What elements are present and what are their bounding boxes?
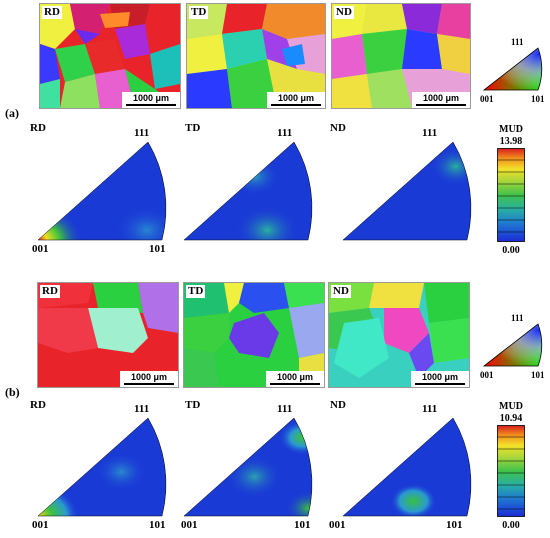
ipf-key-label-001: 001 — [480, 94, 494, 104]
pole-figure-corner-001: 001 — [329, 519, 346, 531]
pole-figure-a-td — [184, 142, 313, 241]
ipf-key-label-101: 101 — [531, 94, 545, 104]
pole-figure-a-nd — [343, 142, 472, 241]
map-direction-label: RD — [42, 6, 62, 19]
ebsd-map-a-nd: ND 1000 μm — [331, 3, 471, 109]
pole-figure-corner-111: 111 — [277, 403, 293, 415]
map-direction-label: RD — [40, 285, 60, 298]
grain-map-a-rd — [40, 4, 180, 108]
pole-figure-b-nd — [343, 418, 472, 517]
grain-map-b-td — [184, 283, 324, 387]
pole-figure-dir-label: RD — [30, 399, 46, 411]
map-direction-label: TD — [189, 6, 209, 19]
ipf-color-key-a — [482, 47, 543, 91]
mud-colorbar-b — [497, 425, 525, 517]
pole-figure-a-rd — [38, 142, 167, 241]
ebsd-map-b-rd: RD 1000 μm — [37, 282, 179, 388]
pole-figure-corner-001: 001 — [181, 519, 198, 531]
pole-figure-corner-101: 101 — [149, 243, 166, 255]
pole-figure-corner-001: 001 — [32, 519, 49, 531]
ebsd-map-b-nd: ND 1000 μm — [328, 282, 470, 388]
ipf-key-label-001: 001 — [480, 370, 494, 380]
pole-figure-corner-101: 101 — [149, 519, 166, 531]
pole-figure-corner-111: 111 — [277, 127, 293, 139]
ipf-color-key-b — [482, 323, 543, 367]
pole-figure-b-rd — [38, 418, 167, 517]
map-direction-label: ND — [334, 6, 354, 19]
pole-figure-dir-label: TD — [185, 399, 201, 411]
pole-figure-corner-111: 111 — [134, 127, 150, 139]
pole-figure-dir-label: ND — [330, 122, 346, 134]
map-direction-label: TD — [186, 285, 206, 298]
mud-colorbar-a — [497, 148, 525, 242]
scale-bar: 1000 μm — [412, 92, 470, 108]
pole-figure-dir-label: TD — [185, 122, 201, 134]
ipf-key-label-111: 111 — [511, 37, 524, 47]
scale-bar: 1000 μm — [120, 371, 178, 387]
colorbar-max: 10.94 — [499, 413, 523, 424]
scale-bar: 1000 μm — [122, 92, 180, 108]
colorbar-min: 0.00 — [502, 245, 520, 256]
pole-figure-dir-label: RD — [30, 122, 46, 134]
panel-label-a: (a) — [5, 106, 19, 120]
ebsd-map-a-rd: RD 1000 μm — [39, 3, 181, 109]
colorbar-title: MUD — [499, 401, 523, 412]
pole-figure-b-td — [184, 418, 313, 517]
pole-figure-corner-111: 111 — [134, 403, 150, 415]
panel-label-b: (b) — [5, 385, 20, 399]
colorbar-min: 0.00 — [502, 520, 520, 531]
ipf-key-label-101: 101 — [531, 370, 545, 380]
colorbar-title: MUD — [499, 124, 523, 135]
ebsd-map-a-td: TD 1000 μm — [186, 3, 326, 109]
ipf-key-label-111: 111 — [511, 313, 524, 323]
scale-bar: 1000 μm — [411, 371, 469, 387]
pole-figure-corner-111: 111 — [422, 127, 438, 139]
pole-figure-corner-101: 101 — [294, 519, 311, 531]
ebsd-map-b-td: TD 1000 μm — [183, 282, 325, 388]
pole-figure-corner-101: 101 — [446, 519, 463, 531]
scale-bar: 1000 μm — [266, 371, 324, 387]
scale-bar: 1000 μm — [267, 92, 325, 108]
pole-figure-corner-001: 001 — [32, 243, 49, 255]
map-direction-label: ND — [331, 285, 351, 298]
pole-figure-dir-label: ND — [330, 399, 346, 411]
colorbar-max: 13.98 — [499, 136, 523, 147]
grain-map-a-nd — [332, 4, 470, 108]
pole-figure-corner-111: 111 — [422, 403, 438, 415]
grain-map-b-nd — [329, 283, 469, 387]
